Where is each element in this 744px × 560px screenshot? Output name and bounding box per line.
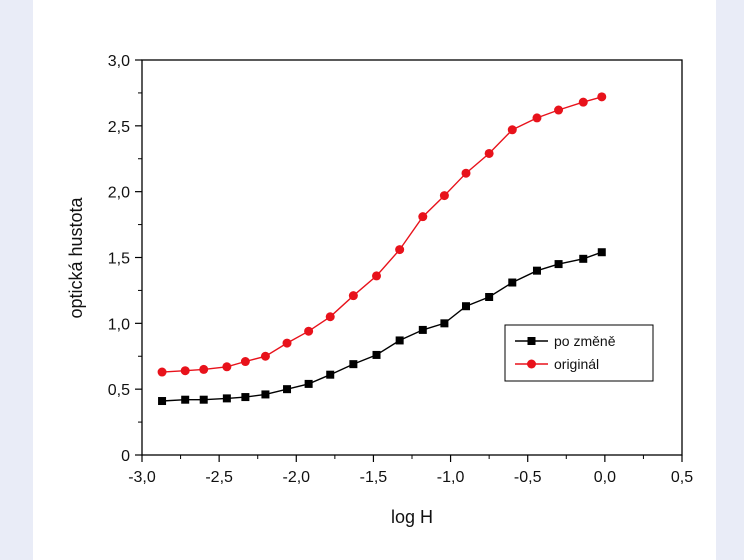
data-point (440, 319, 449, 328)
x-tick-label: -3,0 (128, 469, 156, 486)
data-point (395, 336, 404, 345)
y-tick-label: 0,5 (108, 382, 130, 399)
data-point (578, 97, 588, 107)
data-point (372, 350, 381, 359)
x-axis-title: log H (391, 507, 433, 527)
data-point (157, 367, 167, 377)
data-point (462, 302, 470, 311)
data-point (395, 245, 405, 255)
data-point (326, 370, 335, 379)
y-tick-label: 3,0 (108, 53, 130, 70)
y-tick-label: 0 (121, 448, 130, 465)
data-point (241, 393, 250, 402)
data-point (199, 395, 208, 404)
data-point (597, 248, 606, 257)
x-tick-label: -1,0 (437, 469, 465, 486)
y-tick-label: 1,0 (108, 316, 130, 333)
legend-entry: po změně (515, 333, 616, 349)
y-tick-label: 1,5 (108, 251, 130, 268)
data-point (507, 125, 517, 135)
legend-label: po změně (554, 333, 616, 349)
series-1 (157, 92, 607, 377)
data-point (418, 325, 427, 334)
x-tick-label: 0,0 (594, 469, 616, 486)
data-point (579, 254, 588, 263)
x-tick-label: -1,5 (360, 469, 388, 486)
data-point (240, 357, 250, 367)
y-axis-title: optická hustota (66, 196, 86, 318)
data-point (199, 364, 209, 374)
x-tick-label: -2,0 (282, 469, 310, 486)
series-layer (157, 92, 607, 406)
data-point (180, 366, 190, 376)
y-tick-label: 2,0 (108, 185, 130, 202)
data-point (222, 362, 232, 372)
data-point (418, 212, 428, 222)
data-point (282, 338, 292, 348)
data-point (439, 191, 449, 201)
data-point (461, 168, 471, 178)
y-axis-ticks: 0 0,5 1,0 1,5 2,0 2,5 3,0 (108, 53, 142, 465)
data-point (532, 113, 542, 123)
data-point (261, 390, 270, 399)
data-point (348, 291, 358, 301)
data-point (158, 397, 167, 406)
data-point (597, 92, 607, 102)
data-point (304, 326, 314, 336)
y-tick-label: 2,5 (108, 119, 130, 136)
data-point (554, 260, 563, 269)
data-point (484, 148, 494, 158)
data-point (554, 105, 564, 115)
x-axis-ticks: -3,0 -2,5 -2,0 -1,5 -1,0 -0,5 0,0 0,5 (128, 455, 693, 486)
data-point (372, 271, 382, 281)
legend-marker (527, 359, 536, 369)
legend-entry: originál (515, 356, 599, 372)
data-point (349, 360, 358, 369)
data-point (485, 293, 494, 301)
data-point (181, 395, 190, 404)
legend-box (504, 324, 654, 382)
data-point (532, 266, 541, 275)
data-point (325, 312, 335, 322)
x-tick-label: -2,5 (205, 469, 233, 486)
legend: po změně originál (504, 324, 654, 382)
data-point (222, 394, 231, 403)
legend-entries: po změně originál (515, 333, 616, 372)
series-0 (158, 248, 606, 406)
data-point (508, 278, 517, 287)
x-tick-label: 0,5 (671, 469, 693, 486)
legend-marker (527, 337, 536, 345)
x-tick-label: -0,5 (514, 469, 542, 486)
data-point (260, 351, 270, 361)
data-point (304, 379, 313, 388)
legend-label: originál (554, 356, 599, 372)
data-point (283, 385, 292, 394)
